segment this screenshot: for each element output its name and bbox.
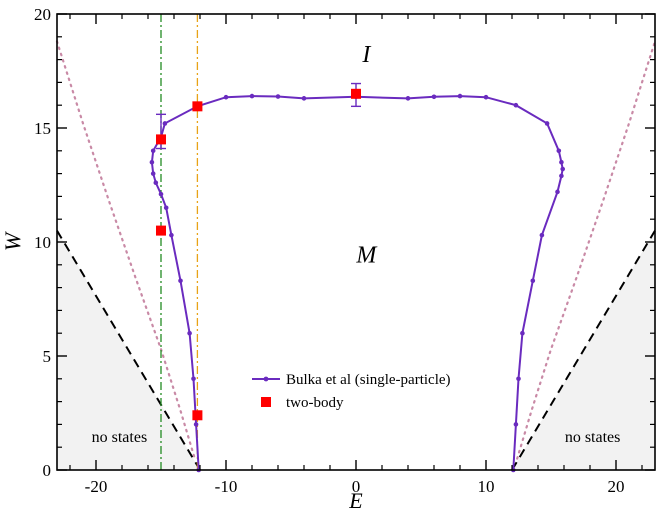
data-point-bulka bbox=[153, 180, 159, 186]
data-point-bulka bbox=[431, 94, 437, 100]
no-states-region-right bbox=[512, 230, 655, 470]
data-point-bulka bbox=[520, 330, 525, 336]
band-edge-dashed-left bbox=[56, 230, 201, 471]
data-point-bulka bbox=[544, 121, 550, 126]
x-tick-label: -10 bbox=[215, 477, 238, 496]
data-point-bulka bbox=[559, 173, 564, 179]
legend: Bulka et al (single-particle) two-body bbox=[252, 372, 451, 411]
data-point-bulka bbox=[191, 376, 196, 382]
no-states-label-right: no states bbox=[565, 429, 621, 446]
data-point-bulka bbox=[162, 121, 168, 126]
data-point-two-body bbox=[192, 410, 203, 421]
data-point-bulka bbox=[516, 376, 521, 382]
y-tick-label: 5 bbox=[43, 347, 52, 366]
data-point-two-body bbox=[192, 101, 203, 112]
data-point-bulka bbox=[560, 166, 565, 172]
no-states-label-left: no states bbox=[92, 429, 148, 446]
x-tick-label: 10 bbox=[478, 477, 495, 496]
y-tick-label: 10 bbox=[34, 233, 51, 252]
data-point-bulka bbox=[405, 96, 411, 101]
data-point-bulka bbox=[150, 171, 156, 176]
data-point-bulka bbox=[559, 159, 564, 165]
y-axis-title: W bbox=[0, 231, 25, 251]
data-point-bulka bbox=[223, 94, 229, 100]
data-point-two-body bbox=[156, 225, 166, 236]
ticks-layer: -20 -10 0 10 20 0 5 10 15 20 bbox=[34, 5, 655, 496]
series-layer bbox=[149, 82, 565, 473]
legend-entry-bulka: Bulka et al (single-particle) bbox=[252, 372, 451, 388]
data-point-bulka bbox=[163, 205, 169, 211]
legend-entry-two-body: two-body bbox=[261, 395, 344, 411]
y-tick-label: 20 bbox=[34, 5, 51, 24]
data-point-bulka bbox=[539, 232, 545, 238]
data-point-bulka bbox=[275, 94, 281, 99]
data-point-bulka bbox=[483, 94, 489, 100]
legend-label-bulka: Bulka et al (single-particle) bbox=[286, 372, 451, 388]
data-point-bulka bbox=[556, 148, 562, 154]
legend-line-point-swatch bbox=[263, 376, 269, 382]
data-point-two-body bbox=[351, 88, 361, 99]
x-tick-label: 0 bbox=[352, 477, 361, 496]
legend-marker-swatch bbox=[261, 397, 271, 407]
x-tick-label: -20 bbox=[85, 477, 108, 496]
dotted-curve-right bbox=[516, 40, 657, 460]
region-label-insulator: I bbox=[361, 42, 371, 68]
data-point-bulka bbox=[150, 148, 156, 154]
y-tick-label: 15 bbox=[34, 119, 51, 138]
legend-label-two-body: two-body bbox=[286, 395, 344, 411]
data-point-bulka bbox=[301, 96, 307, 101]
data-point-bulka bbox=[158, 191, 164, 197]
data-point-bulka bbox=[513, 102, 519, 108]
data-point-bulka bbox=[457, 93, 463, 99]
data-point-bulka bbox=[513, 422, 519, 427]
data-point-bulka bbox=[530, 278, 536, 284]
y-tick-label: 0 bbox=[43, 461, 52, 480]
dotted-curve-left bbox=[55, 40, 196, 460]
data-point-bulka bbox=[178, 278, 183, 284]
region-label-metal: M bbox=[355, 243, 378, 269]
x-tick-label: 20 bbox=[608, 477, 625, 496]
data-point-bulka bbox=[187, 330, 192, 336]
band-edge-dashed-right bbox=[511, 230, 656, 471]
reference-lines-layer bbox=[55, 14, 657, 471]
data-point-bulka bbox=[555, 189, 560, 195]
data-point-bulka bbox=[249, 93, 255, 99]
no-states-region-left bbox=[57, 230, 200, 470]
data-point-bulka bbox=[193, 422, 199, 427]
data-point-bulka bbox=[149, 159, 155, 165]
x-axis-title: E bbox=[348, 488, 363, 513]
data-point-bulka bbox=[169, 232, 174, 238]
shading-layer bbox=[57, 230, 655, 470]
data-point-two-body bbox=[156, 134, 166, 145]
